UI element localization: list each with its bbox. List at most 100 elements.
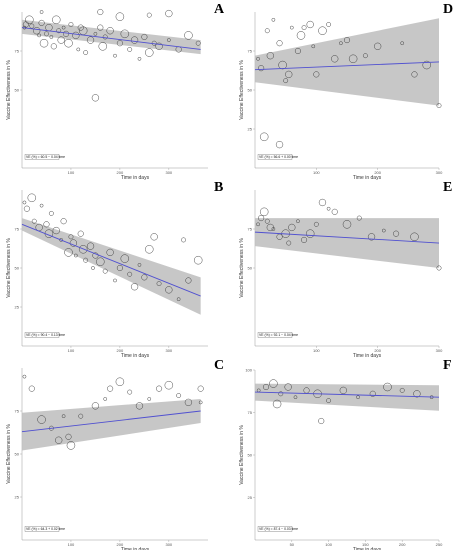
data-point-f bbox=[278, 391, 284, 397]
data-point-b bbox=[52, 226, 60, 235]
data-point-c bbox=[184, 398, 193, 407]
data-point-a bbox=[120, 29, 130, 39]
data-point-d bbox=[436, 103, 442, 109]
x-axis-label-f: Time in days bbox=[353, 547, 382, 550]
data-point-b bbox=[68, 234, 74, 240]
confidence-band-c bbox=[22, 398, 201, 451]
data-point-d bbox=[289, 25, 294, 30]
equation-box-f bbox=[257, 526, 293, 532]
data-point-c bbox=[147, 397, 152, 401]
data-point-b bbox=[48, 210, 54, 216]
regression-line-c bbox=[21, 410, 201, 433]
y-tick-label-a: 75 bbox=[15, 48, 20, 53]
panel-label-a: A bbox=[214, 2, 225, 17]
data-point-b bbox=[102, 268, 108, 274]
data-point-b bbox=[92, 252, 99, 259]
data-point-a bbox=[93, 32, 98, 36]
data-point-a bbox=[63, 30, 70, 37]
equation-label-a: VE (%) = 60.5 − 0.04 time bbox=[26, 155, 65, 159]
x-tick-label-f: 200 bbox=[399, 542, 406, 547]
data-point-b bbox=[39, 203, 44, 208]
data-point-a bbox=[25, 15, 34, 25]
data-point-c bbox=[65, 433, 72, 440]
data-point-b bbox=[77, 230, 84, 237]
data-point-d bbox=[318, 26, 327, 35]
y-axis-label-a: Vaccine Effectiveness in % bbox=[6, 60, 12, 120]
data-point-b bbox=[86, 242, 95, 250]
x-tick-label-d: 200 bbox=[374, 170, 381, 175]
data-point-a bbox=[44, 31, 49, 37]
panel-label-c: C bbox=[214, 358, 225, 373]
equation-box-d bbox=[257, 154, 293, 160]
x-tick-label-d: 100 bbox=[313, 170, 320, 175]
data-point-f bbox=[293, 395, 298, 400]
y-tick-label-c: 75 bbox=[15, 408, 20, 413]
data-point-f bbox=[272, 399, 282, 409]
data-point-c bbox=[61, 414, 66, 418]
x-tick-label-f: 50 bbox=[290, 542, 295, 547]
data-point-b bbox=[78, 245, 88, 254]
data-point-f bbox=[399, 387, 405, 393]
panel-label-d: D bbox=[443, 2, 454, 17]
chart-panel-a: 50 75 100 200 300 VE (%) = 60.5 − 0.04 time Va… bbox=[0, 0, 228, 181]
data-point-c bbox=[135, 402, 144, 410]
data-point-d bbox=[313, 71, 320, 78]
x-tick-label-e: 100 bbox=[313, 348, 320, 353]
data-point-a bbox=[97, 8, 104, 16]
regression-line-f bbox=[254, 391, 440, 398]
data-point-a bbox=[137, 56, 142, 61]
data-point-a bbox=[167, 38, 171, 42]
data-point-d bbox=[294, 47, 301, 55]
data-point-e bbox=[305, 229, 315, 238]
data-point-b bbox=[31, 218, 37, 224]
x-axis-label-e: Time in days bbox=[353, 353, 382, 359]
data-point-d bbox=[278, 60, 287, 70]
confidence-band-d bbox=[255, 18, 439, 106]
equation-box-b bbox=[24, 332, 60, 338]
chart-panel-c: 25 50 75 100 200 300 VE (%) = 64.3 + 0.02 time… bbox=[0, 356, 228, 550]
y-tick-label-e: 50 bbox=[248, 265, 253, 270]
data-point-a bbox=[165, 9, 173, 18]
y-tick-label-f: 50 bbox=[248, 452, 253, 457]
data-point-d bbox=[266, 52, 274, 60]
data-point-a bbox=[116, 40, 123, 47]
y-tick-label-b: 50 bbox=[15, 265, 20, 270]
data-point-c bbox=[91, 402, 100, 410]
data-point-b bbox=[150, 233, 158, 241]
y-tick-label-c: 50 bbox=[15, 451, 20, 456]
x-tick-label-a: 200 bbox=[117, 170, 124, 175]
panel-label-e: E bbox=[443, 180, 453, 195]
x-tick-label-a: 100 bbox=[68, 170, 75, 175]
data-point-d bbox=[339, 41, 343, 46]
data-point-b bbox=[137, 263, 142, 267]
equation-label-c: VE (%) = 64.3 + 0.02 time bbox=[26, 527, 65, 531]
data-point-b bbox=[22, 200, 27, 205]
data-point-f bbox=[318, 417, 325, 425]
y-tick-label-c: 25 bbox=[15, 494, 20, 499]
data-point-a bbox=[22, 21, 29, 28]
data-point-c bbox=[66, 441, 76, 450]
y-axis-label-f: Vaccine Effectiveness in % bbox=[239, 425, 245, 485]
equation-label-e: VE (%) = 92.1 − 0.04 time bbox=[259, 333, 298, 337]
data-point-a bbox=[29, 23, 35, 29]
data-point-f bbox=[269, 379, 278, 388]
data-point-c bbox=[164, 380, 174, 390]
data-point-a bbox=[145, 48, 154, 57]
x-tick-label-f: 100 bbox=[325, 542, 332, 547]
x-tick-label-f: 150 bbox=[362, 542, 369, 547]
data-point-a bbox=[49, 35, 54, 39]
data-point-a bbox=[146, 12, 152, 18]
data-point-a bbox=[184, 31, 193, 40]
data-point-b bbox=[130, 283, 139, 291]
x-tick-label-b: 300 bbox=[165, 348, 172, 353]
data-point-c bbox=[103, 397, 108, 401]
data-point-e bbox=[264, 218, 270, 224]
data-point-d bbox=[275, 140, 284, 149]
data-point-a bbox=[127, 47, 133, 52]
data-point-c bbox=[78, 413, 84, 419]
data-point-d bbox=[422, 60, 431, 70]
chart-d-svg: 25 50 75 100 200 300 VE (%) = 56.6 + 0.00 time… bbox=[239, 12, 443, 181]
data-point-a bbox=[72, 31, 80, 40]
x-axis-label-c: Time in days bbox=[121, 547, 150, 550]
data-point-c bbox=[28, 385, 35, 392]
